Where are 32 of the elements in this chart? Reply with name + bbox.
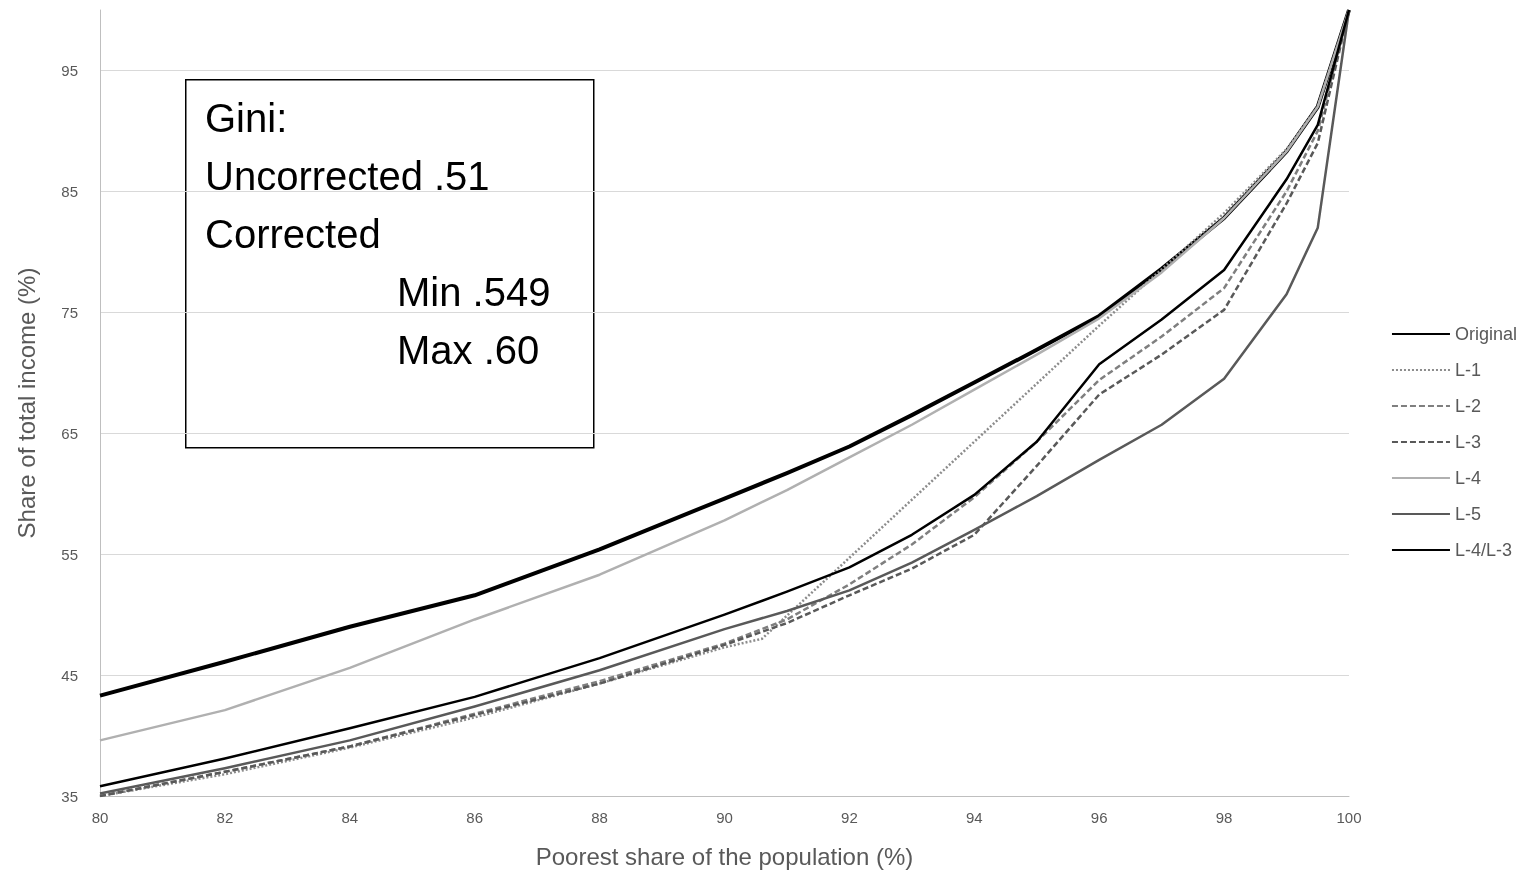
x-tick-label: 96 <box>1090 809 1108 826</box>
legend-label: L-3 <box>1454 432 1481 452</box>
y-tick-label: 55 <box>61 545 78 563</box>
x-tick-label: 98 <box>1215 809 1233 826</box>
legend-label: Original <box>1454 324 1518 344</box>
annotation: Corrected <box>205 212 381 256</box>
x-axis-title: Poorest share of the population (%) <box>535 842 914 870</box>
y-tick-label: 75 <box>61 303 78 321</box>
legend-label: L-4/L-3 <box>1454 540 1513 560</box>
annotation: Min .549 <box>397 270 551 314</box>
legend-label: L-1 <box>1454 360 1481 380</box>
x-tick-label: 80 <box>91 809 109 826</box>
x-tick-label: 94 <box>965 809 983 826</box>
y-tick-label: 35 <box>61 787 78 805</box>
x-tick-label: 84 <box>341 809 359 826</box>
legend-label: L-5 <box>1454 504 1481 524</box>
y-tick-label: 95 <box>61 61 78 79</box>
x-tick-label: 82 <box>216 809 234 826</box>
annotation: Gini: <box>205 96 288 140</box>
y-tick-label: 65 <box>61 424 78 442</box>
legend-label: L-4 <box>1454 468 1481 488</box>
x-tick-label: 100 <box>1336 809 1362 826</box>
y-tick-label: 85 <box>61 182 78 200</box>
x-tick-label: 86 <box>466 809 484 826</box>
x-tick-label: 90 <box>716 809 733 826</box>
y-tick-label: 45 <box>61 666 78 684</box>
x-tick-label: 92 <box>841 809 858 826</box>
annotation: Uncorrected .51 <box>205 154 490 198</box>
y-axis-title: Share of total income (%) <box>12 267 40 539</box>
x-tick-label: 88 <box>591 809 608 826</box>
annotation: Max .60 <box>397 328 540 372</box>
legend-label: L-2 <box>1454 396 1481 416</box>
